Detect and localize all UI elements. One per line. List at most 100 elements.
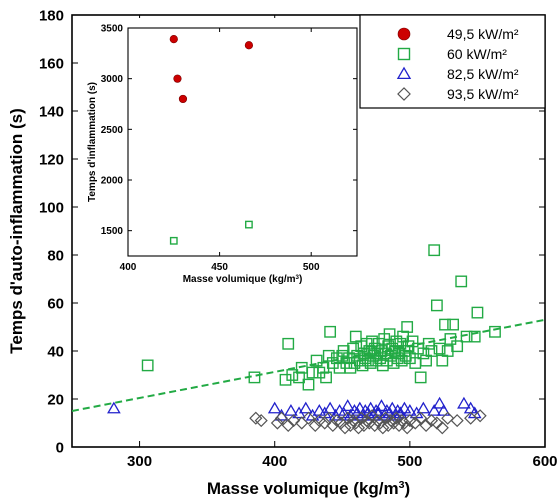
point-open-square (320, 371, 332, 384)
legend-label-2: 82,5 kW/m² (447, 66, 519, 82)
point-open-triangle (380, 403, 394, 416)
y-tick-label: 2500 (101, 125, 124, 136)
x-tick-label: 400 (120, 262, 137, 273)
point-open-diamond (351, 421, 366, 435)
legend-marker-2 (396, 66, 412, 80)
legend-marker-1 (397, 47, 411, 61)
point-open-square (422, 337, 435, 350)
point-open-triangle (353, 401, 367, 414)
point-open-diamond (254, 414, 268, 428)
y-axis-title: Temps d'auto-inflammation (s) (7, 108, 26, 354)
point-open-square (310, 354, 323, 367)
point-open-diamond (419, 418, 433, 432)
point-open-triangle (363, 401, 378, 414)
y-tick-label: 20 (47, 391, 64, 408)
point-open-square (430, 299, 443, 312)
inset-point-open-square (245, 220, 253, 229)
point-open-square (414, 371, 427, 384)
point-open-triangle (397, 401, 412, 414)
inset-point-open-square (169, 236, 178, 245)
y-tick-label: 0 (56, 439, 64, 456)
point-open-diamond (318, 416, 332, 430)
series-3 (249, 409, 487, 435)
point-open-diamond (408, 416, 422, 430)
point-open-triangle (267, 401, 282, 414)
y-tick-label: 40 (47, 343, 64, 360)
legend-label-1: 60 kW/m² (447, 46, 507, 62)
point-open-triangle (374, 399, 389, 412)
y-tick-label: 80 (47, 247, 64, 264)
point-open-square (324, 325, 337, 338)
inset-point-filled-circle (173, 74, 182, 83)
point-open-square (383, 328, 396, 341)
point-open-square (428, 244, 441, 257)
y-tick-label: 3500 (101, 24, 124, 35)
point-open-triangle (336, 406, 351, 419)
inset-plot: 400 450 500 1500 2000 2500 3000 3500 Masse volum… (82, 18, 360, 290)
inset-series-0 (169, 35, 254, 104)
point-open-diamond (330, 414, 344, 428)
trendline (72, 318, 545, 412)
point-open-diamond (287, 414, 301, 428)
point-open-diamond (435, 421, 449, 435)
y-tick-label: 60 (47, 295, 64, 312)
legend-marker-0 (397, 27, 411, 41)
x-tick-label: 450 (211, 262, 228, 273)
point-open-triangle (347, 403, 362, 416)
x-tick-label: 400 (262, 453, 287, 470)
point-open-square (306, 366, 319, 379)
y-tick-label: 1500 (101, 226, 124, 237)
point-open-diamond (397, 416, 412, 430)
x-axis-title-close: ) (299, 274, 302, 285)
inset-point-filled-circle (178, 94, 188, 104)
x-axis-title-close: ) (404, 479, 410, 498)
y-tick-label: 100 (39, 199, 64, 216)
point-open-triangle (340, 399, 355, 412)
legend-marker-3 (397, 87, 411, 101)
point-open-diamond (376, 421, 390, 435)
point-open-square (468, 330, 481, 343)
point-open-diamond (343, 418, 357, 432)
point-open-triangle (323, 401, 337, 414)
x-tick-label: 300 (127, 453, 152, 470)
point-open-diamond (392, 418, 406, 432)
point-open-triangle (436, 403, 451, 416)
y-tick-label: 3000 (101, 74, 124, 85)
point-open-square (433, 342, 446, 355)
point-open-square (439, 318, 451, 331)
x-axis-title-text: Masse volumique (kg/m (207, 479, 399, 498)
point-open-diamond (301, 411, 316, 425)
point-open-square (455, 275, 468, 288)
x-tick-label: 500 (303, 262, 320, 273)
point-open-triangle (358, 403, 373, 416)
point-open-diamond (414, 411, 428, 425)
y-axis-title: Temps d'inflammation (s) (87, 82, 98, 202)
point-open-diamond (450, 414, 464, 428)
point-open-diamond (357, 418, 371, 432)
point-open-diamond (270, 416, 284, 430)
point-open-square (366, 335, 378, 348)
point-open-square (282, 337, 295, 350)
point-open-diamond (326, 418, 340, 432)
point-open-square (286, 369, 299, 381)
plot-frame (71, 14, 546, 448)
inset-point-filled-circle (244, 41, 254, 50)
point-open-diamond (249, 411, 263, 425)
point-open-triangle (416, 401, 431, 414)
y-tick-label: 120 (39, 151, 64, 168)
point-open-square (322, 349, 335, 362)
point-open-square (425, 345, 438, 357)
inset-point-filled-circle (169, 35, 178, 44)
point-open-square (447, 318, 460, 331)
main-marks (72, 244, 545, 435)
point-open-square (349, 330, 362, 343)
point-open-triangle (457, 396, 471, 409)
point-open-triangle (371, 406, 386, 419)
main-plot: 300 400 500 600 0 20 40 60 80 100 120 140 160 180 Mass… (7, 7, 558, 498)
point-open-diamond (473, 409, 487, 423)
point-open-square (420, 354, 432, 367)
point-open-triangle (284, 403, 298, 416)
point-open-triangle (298, 401, 313, 414)
point-open-diamond (338, 421, 352, 435)
